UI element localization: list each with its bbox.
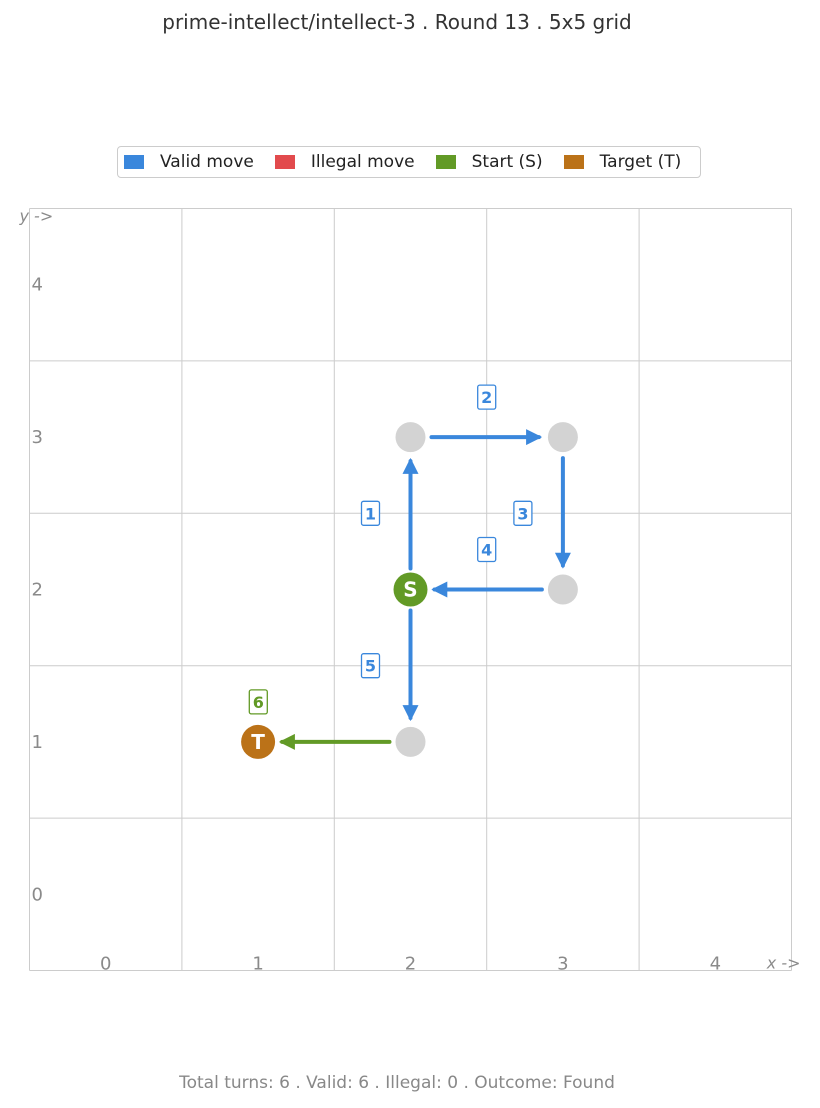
axis-labels: 0 1 2 3 4 0 1 2 3 4 x -> y -> (19, 207, 801, 975)
visited-cell-marker (395, 422, 426, 453)
step-label-text: 2 (481, 388, 492, 407)
step-label-text: 1 (365, 504, 376, 523)
step-label-text: 5 (365, 657, 376, 676)
step-label-box (248, 689, 268, 715)
step-label-3: 3 (513, 500, 533, 526)
legend-swatch-illegal (274, 155, 295, 169)
step-label-text: 6 (253, 693, 264, 712)
step-label-2: 2 (477, 384, 497, 410)
x-tick-label: 0 (100, 954, 111, 975)
step-label-5: 5 (360, 653, 381, 679)
step-label-box (360, 653, 381, 679)
step-label-6: 6 (248, 689, 268, 715)
visited-cell-marker (395, 726, 426, 757)
start-marker: S (393, 572, 428, 607)
moves (278, 429, 571, 750)
legend-swatch-target (563, 155, 584, 169)
x-tick-label: 1 (252, 954, 263, 975)
step-label-box (360, 500, 381, 526)
y-tick-label: 4 (32, 275, 43, 296)
legend-label-start: Start (S) (471, 152, 543, 172)
target-marker: T (241, 724, 276, 759)
y-axis-label: y -> (19, 207, 54, 226)
x-tick-label: 3 (557, 954, 568, 975)
target-label: T (251, 730, 265, 754)
legend-label-valid: Valid move (160, 152, 254, 172)
step-label-box (477, 536, 497, 563)
legend-swatch-start (435, 155, 456, 169)
step-label-text: 3 (517, 504, 528, 523)
x-tick-label: 2 (405, 954, 416, 975)
step-label-4: 4 (477, 536, 497, 563)
legend-swatch-valid (124, 155, 144, 169)
legend-item-valid: Valid move (124, 152, 254, 172)
legend-item-illegal: Illegal move (274, 152, 415, 172)
legend-item-start: Start (S) (435, 152, 543, 172)
step-label-box (477, 384, 497, 410)
visited-cell-marker (547, 422, 578, 453)
nodes: ST (241, 422, 578, 759)
summary-footer: Total turns: 6 . Valid: 6 . Illegal: 0 .… (179, 1073, 615, 1093)
legend: Valid move Illegal move Start (S) Target… (117, 146, 701, 178)
x-tick-label: 4 (710, 954, 721, 975)
step-label-1: 1 (360, 500, 381, 526)
chart-title: prime-intellect/intellect-3 . Round 13 .… (162, 10, 632, 34)
y-tick-label: 0 (32, 884, 43, 905)
y-tick-label: 2 (32, 580, 43, 601)
y-tick-label: 1 (32, 732, 43, 753)
target-circle (241, 724, 276, 759)
start-label: S (403, 578, 417, 602)
legend-label-illegal: Illegal move (310, 152, 415, 172)
y-tick-label: 3 (32, 427, 43, 448)
step-label-text: 4 (481, 541, 492, 560)
x-axis-label: x -> (766, 954, 801, 973)
visited-cell-marker (547, 574, 578, 605)
start-circle (393, 572, 428, 607)
step-label-box (513, 500, 533, 526)
legend-item-target: Target (T) (563, 152, 682, 172)
legend-label-target: Target (T) (599, 152, 682, 172)
step-labels: 1 2 3 4 5 6 (248, 384, 533, 715)
